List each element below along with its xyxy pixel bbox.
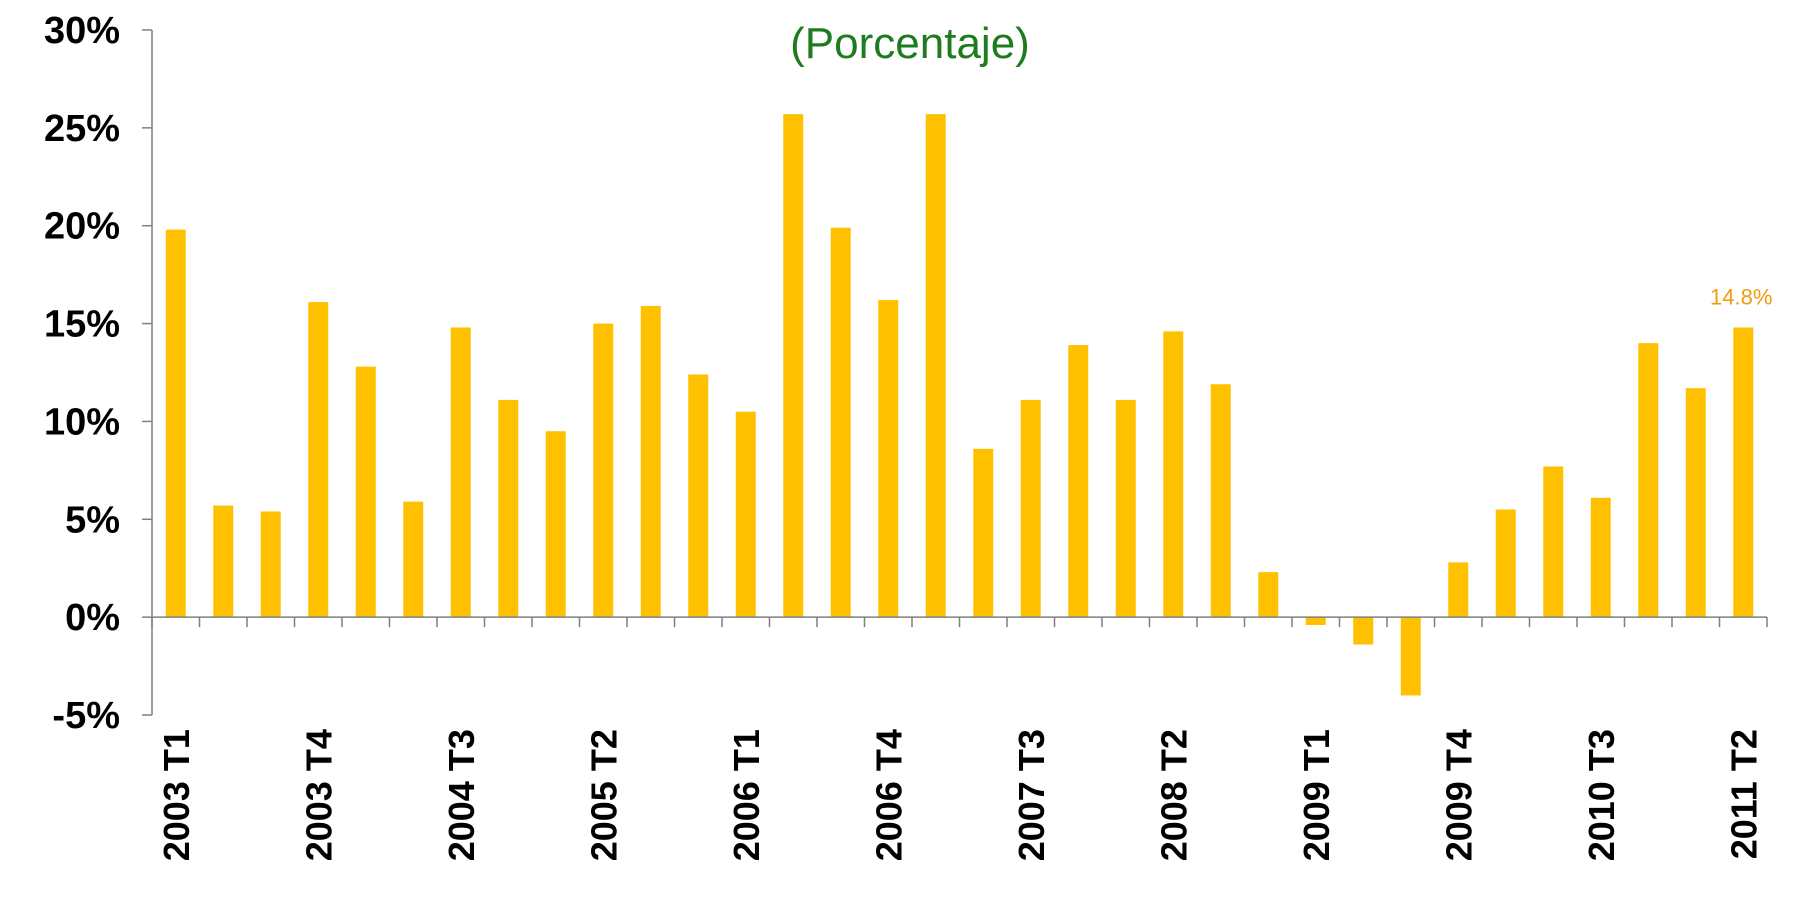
- x-tick-label: 2005 T2: [583, 729, 624, 861]
- bar-2003-t3: [260, 511, 281, 618]
- bar-2008-t4: [1258, 572, 1279, 618]
- bar-2005-t1: [545, 431, 566, 618]
- bar-2005-t4: [688, 374, 709, 618]
- bar-2010-t2: [1543, 466, 1564, 618]
- y-tick-label: 0%: [65, 597, 120, 639]
- y-tick-label: -5%: [52, 695, 120, 737]
- bar-2005-t2: [593, 323, 614, 618]
- x-tick-label: 2009 T4: [1438, 729, 1479, 861]
- bar-2004-t3: [450, 327, 471, 618]
- bar-2004-t2: [403, 501, 424, 618]
- x-tick-label: 2008 T2: [1153, 729, 1194, 861]
- bar-2007-t4: [1068, 345, 1089, 618]
- bar-2008-t2: [1163, 331, 1184, 618]
- bar-2003-t4: [308, 302, 329, 618]
- bar-2010-t3: [1590, 497, 1611, 618]
- bar-2005-t3: [640, 305, 661, 618]
- x-tick-label: 2003 T4: [298, 729, 339, 861]
- bar-2009-t4: [1448, 562, 1469, 618]
- bar-2009-t2: [1353, 617, 1374, 645]
- y-tick-label: 5%: [65, 499, 120, 541]
- x-tick-label: 2011 T2: [1723, 729, 1764, 859]
- bar-2011-t2: [1733, 327, 1754, 618]
- labels: -5% 0% 5% 10% 15% 20% 25% 30% 2003 T1 2003 T4 2004…: [44, 10, 1773, 861]
- y-tick-label: 15%: [44, 304, 120, 346]
- x-tick-label: 2007 T3: [1011, 729, 1052, 861]
- bar-2009-t3: [1400, 617, 1421, 696]
- bar-2003-t1: [165, 229, 186, 618]
- bar-2009-t1: [1305, 617, 1326, 625]
- bar-2008-t1: [1115, 399, 1136, 618]
- bar-2006-t4: [878, 300, 899, 618]
- bar-2003-t2: [213, 505, 234, 618]
- bar-2007-t1: [925, 114, 946, 618]
- bar-2007-t3: [1020, 399, 1041, 618]
- axes: [142, 29, 1768, 716]
- bar-2004-t4: [498, 399, 519, 618]
- x-tick-label: 2006 T1: [726, 729, 767, 861]
- y-tick-label: 10%: [44, 401, 120, 443]
- x-tick-label: 2006 T4: [868, 729, 909, 861]
- x-tick-label: 2009 T1: [1296, 729, 1337, 861]
- bar-2010-t1: [1495, 509, 1516, 618]
- x-tick-label: 2004 T3: [441, 729, 482, 861]
- y-tick-label: 30%: [44, 10, 120, 52]
- x-tick-label: 2010 T3: [1581, 729, 1622, 861]
- bar-2006-t3: [830, 227, 851, 618]
- bar-2006-t2: [783, 114, 804, 618]
- x-tick-label: 2003 T1: [156, 729, 197, 861]
- bar-2011-t1: [1685, 388, 1706, 618]
- data-label: 14.8%: [1710, 284, 1772, 309]
- bar-2006-t1: [735, 411, 756, 618]
- y-tick-label: 20%: [44, 206, 120, 248]
- y-tick-label: 25%: [44, 108, 120, 150]
- bar-2010-t4: [1638, 343, 1659, 618]
- bar-2008-t3: [1210, 384, 1231, 618]
- bar-2004-t1: [355, 366, 376, 618]
- chart-title: (Porcentaje): [790, 19, 1030, 68]
- bar-2007-t2: [973, 448, 994, 618]
- bars-layer: [165, 114, 1754, 696]
